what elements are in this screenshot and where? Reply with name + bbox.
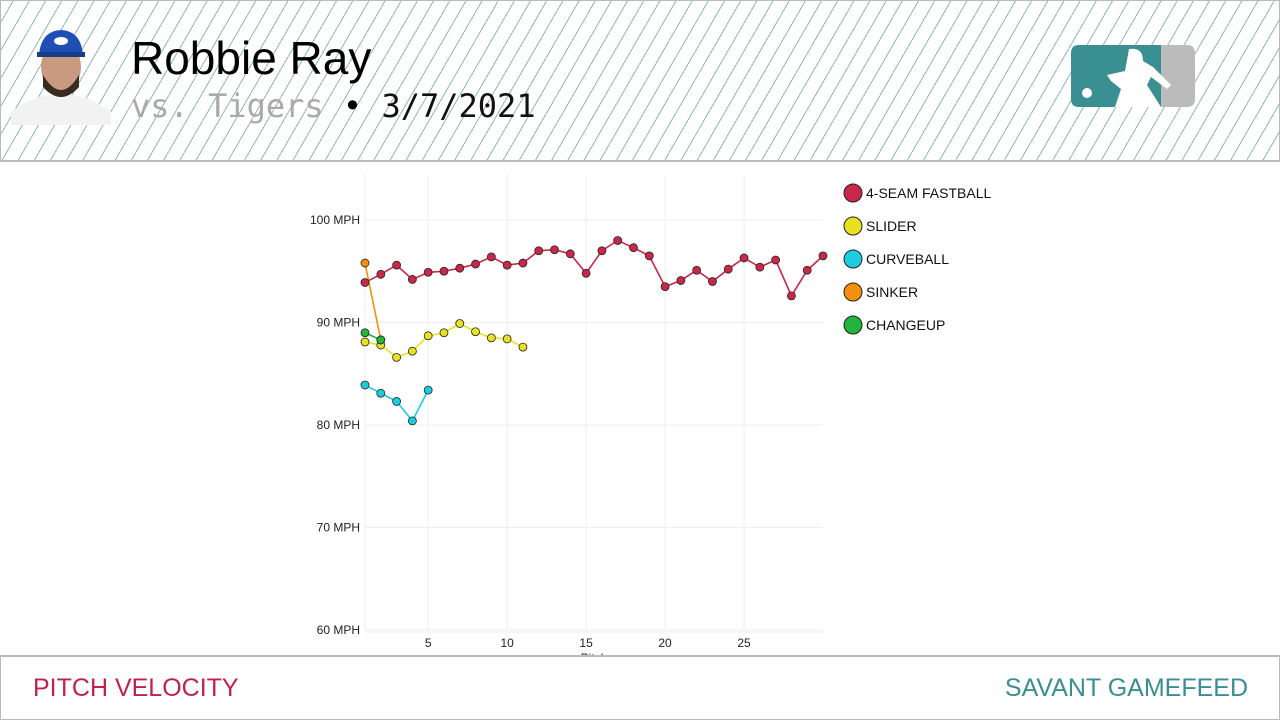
game-info: vs. Tigers • 3/7/2021 — [131, 87, 536, 125]
data-point — [550, 245, 559, 255]
x-tick-label: 25 — [737, 636, 751, 650]
data-point — [755, 262, 765, 272]
data-point — [423, 385, 433, 395]
data-point — [423, 331, 433, 341]
data-point — [407, 275, 417, 284]
y-tick-label: 80 MPH — [317, 418, 360, 432]
y-tick-label: 100 MPH — [310, 213, 360, 227]
data-point — [518, 258, 528, 268]
y-tick-label: 60 MPH — [317, 623, 360, 637]
y-tick-label: 90 MPH — [317, 316, 360, 330]
data-point — [407, 416, 417, 426]
player-headshot — [11, 30, 111, 125]
opponent: vs. Tigers — [131, 87, 324, 125]
data-point — [471, 259, 480, 269]
data-point — [360, 328, 370, 338]
data-point — [534, 246, 544, 256]
data-point — [392, 352, 401, 362]
data-point — [581, 268, 591, 278]
data-point — [455, 319, 465, 328]
data-point — [392, 397, 401, 406]
data-point — [518, 342, 528, 352]
x-tick-label: 20 — [658, 636, 672, 650]
series-line — [364, 262, 382, 341]
mlb-logo — [1071, 45, 1195, 107]
data-point — [708, 277, 717, 286]
data-point — [502, 334, 512, 344]
footer: PITCH VELOCITY SAVANT GAMEFEED — [0, 655, 1280, 720]
data-point — [392, 260, 401, 270]
data-point — [676, 276, 686, 285]
data-point — [597, 246, 607, 256]
legend-swatch — [843, 282, 863, 302]
pitch-velocity-chart: 60 MPH 70 MPH 80 MPH 90 MPH 100 MPH 5 10 15 20 25… — [310, 174, 991, 656]
data-point — [613, 236, 623, 245]
legend-swatch — [843, 183, 863, 203]
legend-swatch — [843, 315, 863, 335]
data-point — [407, 346, 417, 356]
data-point — [644, 251, 654, 261]
legend-label: SINKER — [866, 284, 918, 300]
data-point — [376, 269, 386, 279]
data-point — [660, 282, 670, 292]
data-point — [423, 267, 433, 277]
data-point — [692, 265, 702, 275]
data-point — [818, 251, 828, 261]
legend-label: SLIDER — [866, 218, 917, 234]
data-point — [739, 253, 749, 263]
data-point — [486, 252, 496, 262]
data-point — [439, 266, 449, 276]
data-point — [360, 380, 370, 390]
separator: • — [342, 87, 363, 125]
data-point — [471, 327, 480, 337]
legend-swatch — [843, 216, 863, 236]
chart-title: PITCH VELOCITY — [33, 674, 239, 702]
game-date: 3/7/2021 — [381, 87, 536, 125]
legend-swatch — [843, 249, 863, 269]
x-tick-label: 15 — [579, 636, 593, 650]
x-tick-label: 5 — [425, 636, 432, 650]
data-point — [455, 263, 465, 273]
data-point — [486, 333, 496, 343]
legend-label: CHANGEUP — [866, 317, 945, 333]
data-point — [771, 255, 781, 265]
data-point — [360, 337, 370, 347]
data-point — [360, 258, 370, 268]
x-axis-label: Pitch — [581, 651, 608, 656]
player-name: Robbie Ray — [131, 32, 372, 84]
data-point — [723, 264, 733, 274]
data-point — [376, 388, 386, 398]
x-tick-label: 10 — [500, 636, 514, 650]
legend-label: 4-SEAM FASTBALL — [866, 185, 991, 201]
series-line — [364, 239, 824, 298]
data-point — [502, 260, 512, 270]
data-point — [802, 265, 812, 275]
data-point — [439, 328, 449, 338]
y-tick-label: 70 MPH — [317, 521, 360, 535]
data-point — [787, 291, 796, 301]
data-point — [360, 278, 370, 287]
data-point — [376, 335, 386, 345]
data-point — [565, 249, 575, 259]
data-point — [629, 243, 638, 253]
legend-label: CURVEBALL — [866, 251, 949, 267]
brand-label: SAVANT GAMEFEED — [1004, 674, 1248, 702]
header: Robbie Ray vs. Tigers • 3/7/2021 — [0, 0, 1280, 162]
